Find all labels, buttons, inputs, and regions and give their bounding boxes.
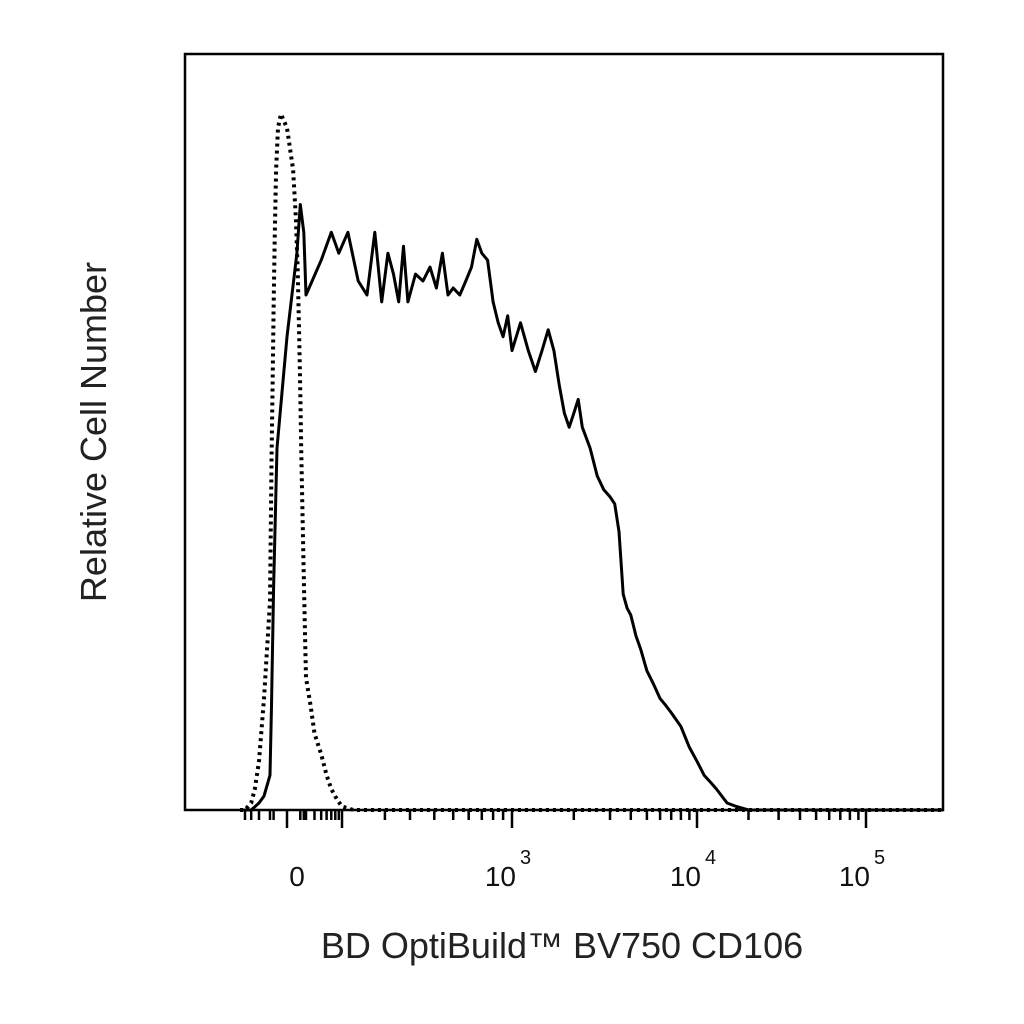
series-line-dotted-control: [240, 112, 943, 812]
x-tick-label: 0: [289, 861, 305, 892]
x-tick-label: 105: [839, 847, 885, 892]
series-layer: [240, 112, 943, 812]
x-tick-labels: 0 103 104 105: [289, 847, 885, 892]
x-tick-label: 103: [485, 847, 531, 892]
x-tick-label: 104: [670, 847, 716, 892]
y-axis-title: Relative Cell Number: [73, 262, 114, 602]
series-line-solid-stained: [240, 203, 943, 812]
plot-frame: [183, 52, 945, 812]
x-axis-ticks: [243, 810, 868, 828]
x-axis-title: BD OptiBuild™ BV750 CD106: [321, 925, 803, 966]
